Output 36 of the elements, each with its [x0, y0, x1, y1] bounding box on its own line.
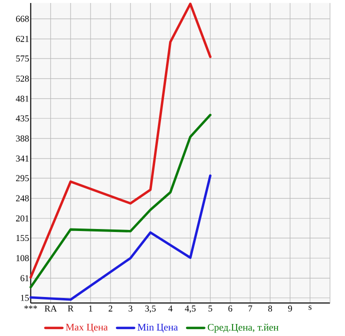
y-tick-label: 155 — [16, 234, 29, 242]
y-tick-label: 668 — [16, 16, 29, 22]
legend-label: Сред.Цена, т.йен — [208, 324, 278, 333]
line-series — [30, 174, 212, 301]
y-tick-label: 61 — [20, 275, 29, 282]
x-tick-label: 3,5 — [145, 305, 156, 313]
y-tick-label: 481 — [16, 96, 29, 102]
x-tick-label: 3 — [128, 305, 132, 312]
x-tick-label: 9 — [288, 305, 292, 312]
x-tick-label: *** — [24, 305, 38, 309]
y-tick-label: 108 — [16, 255, 29, 262]
x-tick-label: 7 — [248, 305, 252, 312]
legend-label: Min Цена — [138, 324, 178, 333]
y-tick-label: 388 — [16, 135, 29, 142]
y-tick-label: 528 — [16, 76, 29, 82]
y-tick-label: 341 — [16, 155, 29, 162]
x-tick-label: 2 — [108, 305, 112, 312]
x-tick-label: 1 — [89, 305, 92, 312]
x-tick-label: 5 — [208, 305, 212, 312]
y-tick-label: 248 — [16, 195, 29, 202]
x-tick-label: 6 — [228, 305, 232, 312]
x-tick-label: 4 — [168, 305, 172, 312]
x-tick-label: s — [308, 306, 312, 310]
x-tick-label: R — [68, 305, 74, 312]
line-series — [30, 114, 212, 288]
x-tick-label: 8 — [268, 305, 272, 312]
x-tick-label: 4,5 — [184, 305, 196, 313]
y-tick-label: 295 — [16, 175, 29, 182]
line-series — [30, 2, 212, 279]
y-tick-label: 575 — [16, 56, 29, 62]
y-tick-label: 621 — [16, 36, 29, 42]
x-tick-label: RA — [44, 305, 57, 312]
legend-label: Max Цена — [66, 324, 108, 333]
y-tick-label: 435 — [16, 115, 29, 122]
y-tick-label: 15 — [20, 294, 29, 301]
y-tick-label: 201 — [16, 215, 29, 222]
